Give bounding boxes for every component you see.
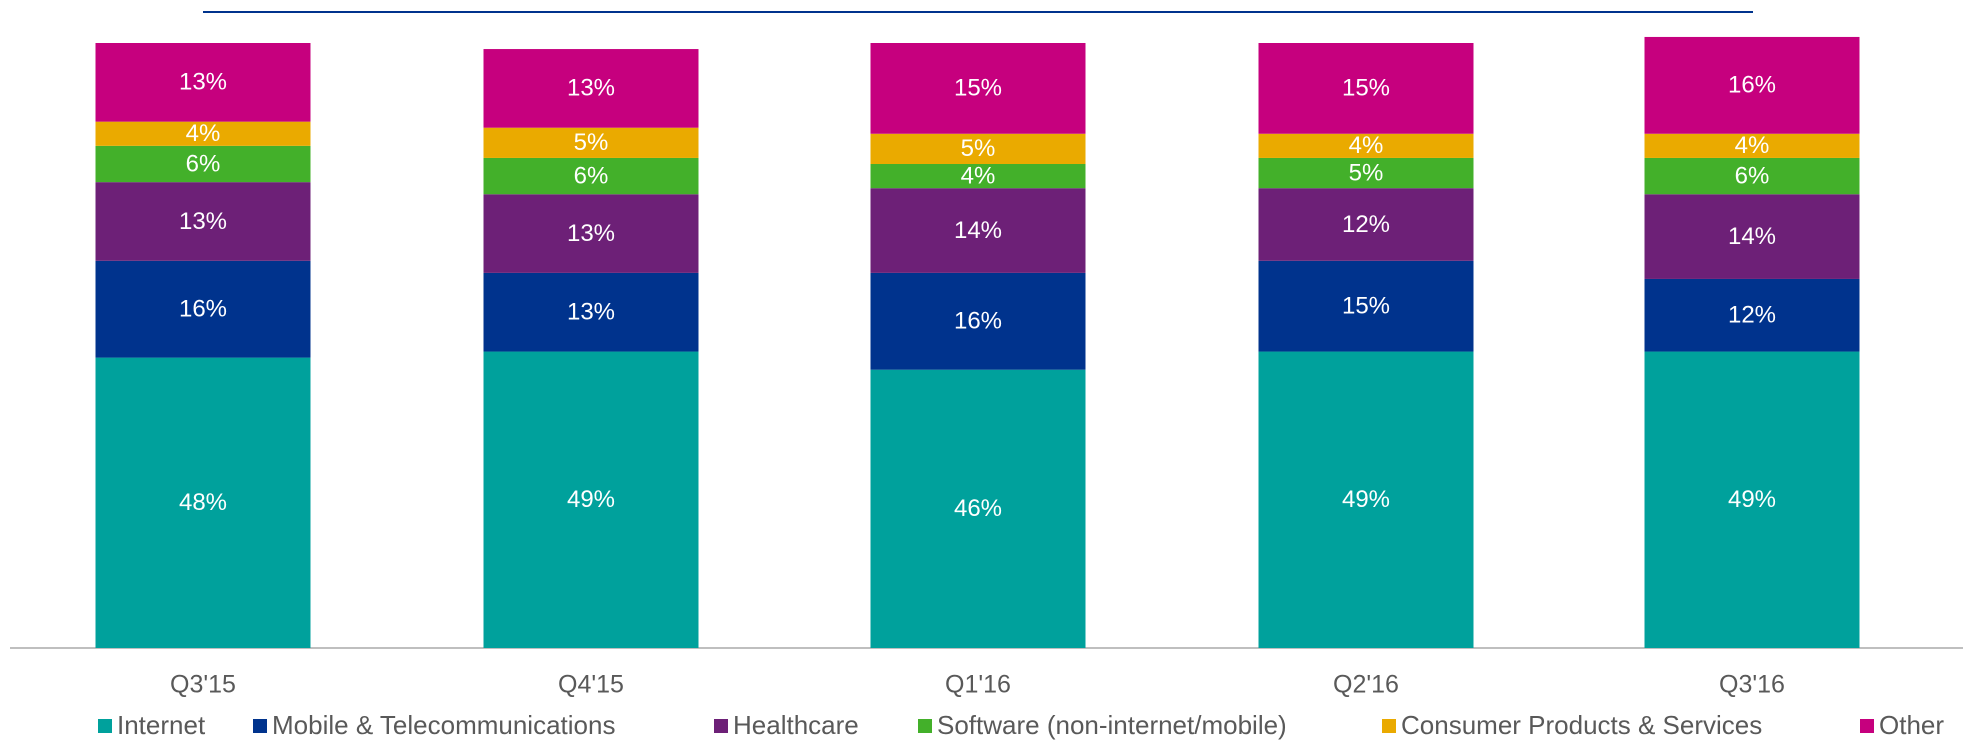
bar-segment: [483, 49, 699, 128]
data-label: 5%: [961, 135, 996, 162]
legend-swatch: [98, 719, 112, 733]
bar-segment: [95, 43, 311, 122]
legend-label: Mobile & Telecommunications: [272, 710, 615, 740]
bar-segment: [870, 43, 1086, 134]
data-label: 13%: [567, 75, 615, 102]
data-label: 13%: [567, 220, 615, 247]
x-tick-label: Q3'16: [1719, 671, 1785, 699]
bar-segment: [483, 127, 699, 158]
bar-segment: [870, 272, 1086, 370]
data-label: 4%: [186, 120, 221, 147]
data-label: 14%: [954, 217, 1002, 244]
x-tick-label: Q4'15: [558, 671, 624, 699]
legend-label: Healthcare: [733, 710, 859, 740]
data-label: 14%: [1728, 223, 1776, 250]
legend-label: Other: [1879, 710, 1944, 740]
bar-segment: [95, 357, 311, 648]
bar-segment: [1644, 278, 1860, 352]
legend-label: Consumer Products & Services: [1401, 710, 1762, 740]
legend-swatch: [918, 719, 932, 733]
bar-segment: [1644, 194, 1860, 279]
data-label: 13%: [179, 208, 227, 235]
x-tick-label: Q3'15: [170, 671, 236, 699]
data-label: 15%: [1342, 75, 1390, 102]
data-label: 16%: [954, 308, 1002, 335]
bar-segment: [483, 272, 699, 352]
data-label: 13%: [567, 299, 615, 326]
bar-segment: [870, 188, 1086, 273]
data-label: 4%: [1735, 132, 1770, 159]
bar-segment: [1258, 260, 1474, 352]
bar-segment: [1644, 133, 1860, 158]
data-label: 49%: [1728, 486, 1776, 513]
legend-swatch: [1860, 719, 1874, 733]
data-label: 12%: [1728, 302, 1776, 329]
data-label: 5%: [574, 129, 609, 156]
bar-segment: [483, 194, 699, 273]
data-label: 15%: [1342, 293, 1390, 320]
bar-segment: [1258, 188, 1474, 261]
bar-segment: [95, 260, 311, 358]
data-label: 16%: [1728, 72, 1776, 99]
bar-segment: [1644, 351, 1860, 648]
bar-segment: [1258, 133, 1474, 158]
bar-segment: [1258, 157, 1474, 189]
bar-segment: [483, 157, 699, 195]
data-label: 6%: [1735, 162, 1770, 189]
x-tick-label: Q2'16: [1333, 671, 1399, 699]
bar-segment: [95, 182, 311, 261]
x-tick-label: Q1'16: [945, 671, 1011, 699]
bar-segment: [95, 121, 311, 146]
data-label: 46%: [954, 495, 1002, 522]
legend-label: Software (non-internet/mobile): [937, 710, 1287, 740]
legend-label: Internet: [117, 710, 206, 740]
bar-segment: [870, 133, 1086, 164]
legend-swatch: [714, 719, 728, 733]
bar-segment: [870, 369, 1086, 648]
data-label: 6%: [186, 150, 221, 177]
legend-swatch: [253, 719, 267, 733]
bar-segment: [1258, 43, 1474, 134]
data-label: 6%: [574, 162, 609, 189]
bar-segment: [1258, 351, 1474, 648]
data-label: 49%: [567, 486, 615, 513]
data-label: 13%: [179, 69, 227, 96]
data-label: 4%: [1349, 132, 1384, 159]
data-label: 5%: [1349, 159, 1384, 186]
data-label: 48%: [179, 489, 227, 516]
data-label: 49%: [1342, 486, 1390, 513]
bar-segment: [1644, 157, 1860, 195]
bar-segment: [483, 351, 699, 648]
data-label: 12%: [1342, 211, 1390, 238]
bar-segment: [1644, 36, 1860, 134]
legend-swatch: [1382, 719, 1396, 733]
bar-segment: [870, 164, 1086, 189]
bar-segment: [95, 145, 311, 183]
data-label: 4%: [961, 162, 996, 189]
data-label: 15%: [954, 75, 1002, 102]
data-label: 16%: [179, 296, 227, 323]
